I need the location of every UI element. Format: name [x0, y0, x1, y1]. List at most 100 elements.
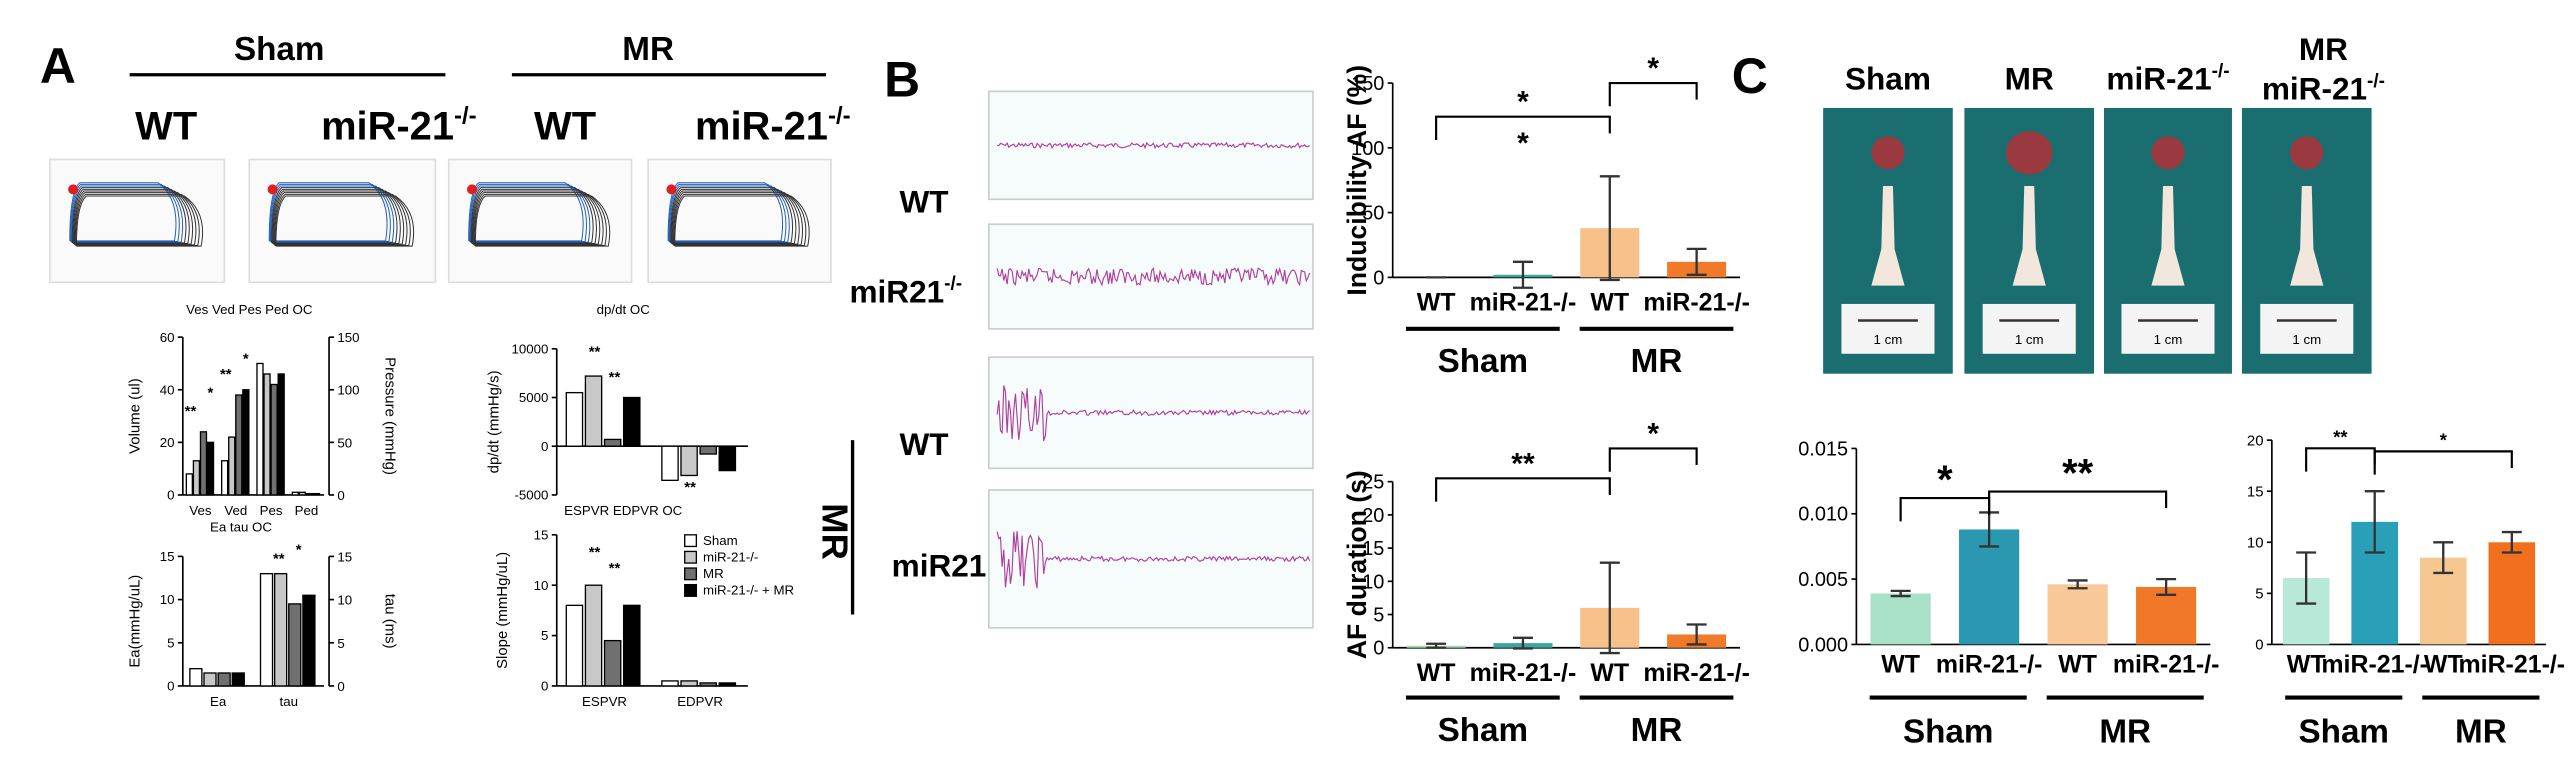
- column-header-base: Sham: [1845, 61, 1931, 97]
- error-bar: [2156, 577, 2177, 596]
- group-label: MR: [2099, 713, 2151, 750]
- scale-card: [1982, 303, 2076, 354]
- significance: *: [1647, 417, 1659, 450]
- x-tick-label: tau: [280, 694, 298, 709]
- y-label: Slope (mmHg/uL): [494, 552, 511, 669]
- pv-point: [68, 184, 79, 195]
- significance: *: [2440, 429, 2448, 450]
- x-tick-label: WT: [2058, 651, 2097, 679]
- error-bar: [1426, 642, 1447, 649]
- pv-loop-frame: [447, 158, 633, 284]
- bar: [2136, 586, 2197, 645]
- x-tick-label: miR-21-/-: [2113, 651, 2220, 679]
- bar: [2047, 584, 2108, 645]
- x-tick-label: miR-21-/-: [2459, 651, 2566, 679]
- bar: [270, 383, 278, 496]
- y-tick-label: 5: [2255, 586, 2263, 603]
- row-label-base: WT: [900, 184, 949, 220]
- bracket: [2305, 447, 2376, 472]
- pv-loop: [469, 185, 591, 243]
- y-label: Ea(mmHg/uL): [127, 575, 144, 668]
- pv-loop: [274, 193, 411, 246]
- bar: [680, 445, 698, 477]
- bar: [228, 436, 236, 496]
- x-tick-label: EDPVR: [677, 694, 723, 709]
- column-header-sup: -/-: [2367, 71, 2385, 92]
- error-bar: [1599, 175, 1620, 282]
- error-bar: [1599, 561, 1620, 655]
- pv-loop: [670, 188, 797, 244]
- y-tick-label: 10: [2247, 535, 2264, 552]
- y-tick-label: 10: [1362, 571, 1384, 593]
- x-tick-label: miR-21-/-: [1470, 659, 1577, 687]
- bar: [242, 389, 250, 496]
- heart: [2005, 131, 2053, 175]
- bracket: [1608, 81, 1698, 107]
- y-tick-label: 40: [160, 382, 175, 397]
- column-header-base: WT: [534, 105, 596, 149]
- pv-point: [666, 184, 677, 195]
- significance: **: [589, 344, 601, 361]
- error-bar: [1512, 260, 1533, 289]
- row-label: miR21: [892, 547, 987, 583]
- bar: [1959, 529, 2020, 645]
- aorta: [2290, 186, 2324, 286]
- significance: **: [220, 366, 232, 383]
- bar: [220, 460, 229, 496]
- y-tick-label: 25: [1362, 472, 1384, 494]
- y-tick-label: 0.015: [1798, 438, 1848, 460]
- x-tick-label: WT: [1590, 659, 1629, 687]
- bar: [305, 492, 314, 496]
- y-tick-label: 0: [2255, 637, 2263, 654]
- y2-label: Pressure (mmHg): [382, 357, 399, 475]
- pv-loop-frame: [647, 158, 832, 284]
- pv-loop: [71, 187, 187, 244]
- bar: [277, 373, 285, 496]
- bar: [189, 668, 203, 687]
- bar: [718, 682, 737, 687]
- y-tick-label: 0: [1373, 267, 1384, 289]
- group-header: Sham: [234, 31, 324, 68]
- bar: [622, 604, 641, 687]
- bar: [273, 573, 288, 687]
- y-tick-label: 15: [2247, 483, 2264, 500]
- row-label: miR21-/-: [849, 273, 962, 309]
- y-tick-label: 0.005: [1798, 569, 1848, 591]
- bar: [565, 604, 584, 687]
- y2-label: tau (ms): [382, 594, 399, 649]
- pv-loop: [667, 182, 784, 242]
- legend-swatch: [684, 567, 698, 581]
- pv-loop: [472, 190, 601, 245]
- y-label: Volume (ul): [127, 378, 144, 454]
- y-tick-label: 15: [160, 549, 175, 564]
- bar: [206, 441, 215, 496]
- pv-loop: [674, 195, 810, 247]
- trace-frame: [988, 489, 1314, 629]
- error-bar: [2067, 579, 2088, 590]
- error-bar: [2364, 490, 2385, 554]
- pv-loop: [669, 185, 790, 243]
- error-bar: [2296, 551, 2317, 605]
- column-header-base: miR-21: [2106, 61, 2211, 97]
- row-label-base: WT: [900, 426, 949, 462]
- ecg-trace: [996, 531, 1311, 589]
- legend-label: MR: [703, 566, 724, 581]
- pv-loop: [471, 188, 597, 244]
- chart-title: Ves Ved Pes Ped OC: [186, 302, 313, 317]
- y-tick-label: 20: [160, 435, 175, 450]
- column-header-base: MR: [2005, 61, 2054, 97]
- pv-loop: [273, 192, 408, 246]
- error-bar: [1686, 623, 1707, 646]
- x-tick-label: miR-21-/-: [1643, 289, 1750, 317]
- bar: [565, 391, 584, 447]
- legend-label: Sham: [703, 533, 738, 548]
- significance: *: [1517, 86, 1529, 119]
- bar: [584, 375, 603, 447]
- x-tick-label: Ves: [189, 503, 212, 518]
- y-tick-label: 5000: [519, 390, 549, 405]
- x-tick-label: WT: [1417, 289, 1456, 317]
- column-header-base: miR-21: [2262, 71, 2367, 107]
- bar: [256, 362, 264, 496]
- scale-card: [2260, 303, 2354, 354]
